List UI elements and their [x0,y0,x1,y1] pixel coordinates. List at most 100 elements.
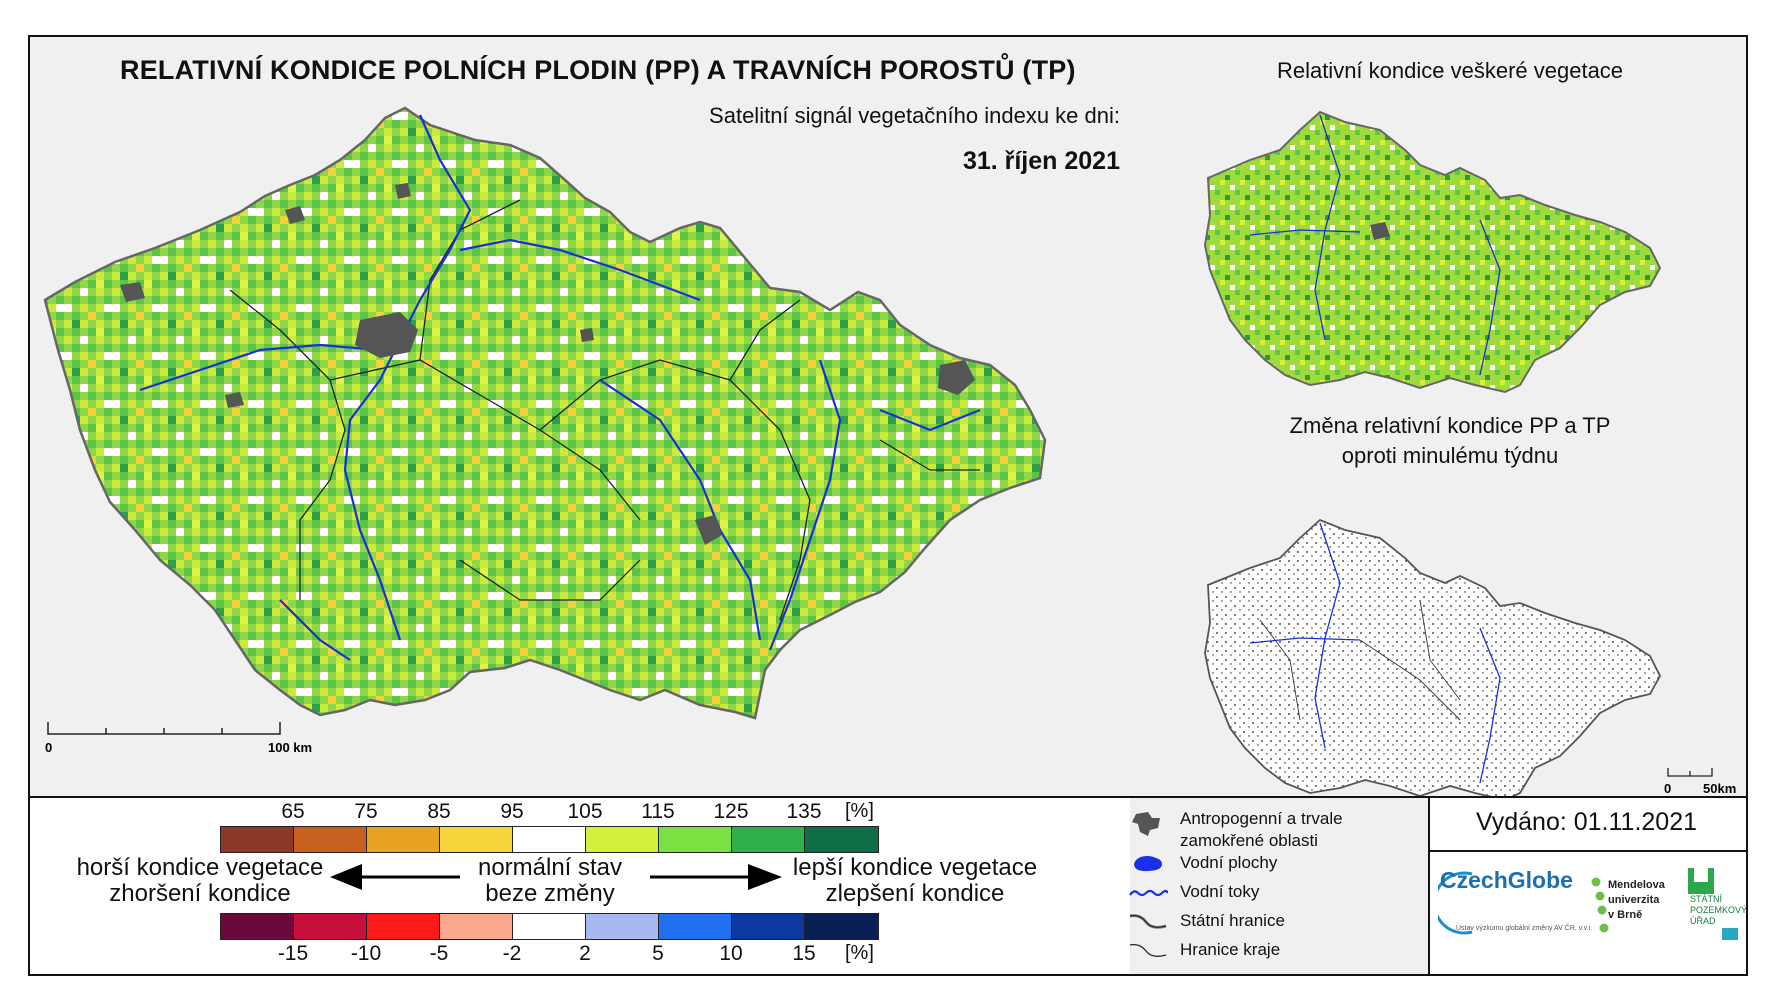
main-map-country [43,106,1047,720]
legend-state-border: Státní hranice [1128,910,1285,932]
better-text: lepší kondice vegetace zlepšení kondice [770,855,1060,907]
change-tick-label: -5 [429,942,449,965]
condition-tick-label: 135 [786,800,822,823]
subtitle: Satelitní signál vegetačního indexu ke d… [709,103,1120,128]
condition-tick-label: 65 [281,800,305,823]
change-unit: [%] [845,942,874,964]
condition-unit: [%] [845,800,874,822]
change-color-scale [220,913,879,940]
condition-swatch [805,827,878,852]
change-swatch [586,914,659,939]
inset-top-title: Relativní kondice veškeré vegetace [1276,58,1624,83]
condition-swatch [440,827,513,852]
region-border-icon [1129,943,1167,957]
mendel-logo-icon [1591,877,1609,933]
condition-swatch [294,827,367,852]
condition-swatch [367,827,440,852]
inset-bottom-regions [1259,599,1461,721]
change-tick-label: 15 [792,942,816,965]
change-swatch [440,914,513,939]
rivers-label: Vodní toky [1180,882,1260,901]
normal-text: normální stav beze změny [430,855,670,907]
condition-swatch [586,827,659,852]
change-tick-label: 5 [652,942,664,965]
spu-logo-icon [1688,868,1738,940]
issued-date: Vydáno: 01.11.2021 [1476,808,1698,836]
czechglobe-logo-icon [1438,871,1473,935]
page-title: RELATIVNÍ KONDICE POLNÍCH PLODIN (PP) A … [120,55,1076,85]
czechglobe-subtitle: Ústav výzkumu globální změny AV ČR, v.v.… [1456,925,1593,932]
better-line2: zlepšení kondice [825,880,1005,907]
main-scale-end: 100 km [268,740,312,755]
condition-tick-label: 125 [713,800,749,823]
change-swatch [805,914,878,939]
divider [28,796,1748,798]
change-tick-label: -10 [350,942,382,965]
change-tick-label: -15 [277,942,309,965]
normal-line1: normální stav [477,854,623,881]
inset-top-country [1203,110,1662,394]
change-tick-label: -2 [502,942,522,965]
mendel-logo: Mendelova univerzita v Brně [1608,878,1665,923]
inset-top-anthropogenic [1370,222,1390,240]
condition-color-scale [220,826,879,853]
divider [1430,850,1746,852]
condition-tick-label: 85 [427,800,451,823]
inset-top-map [1203,110,1662,394]
main-scale-start: 0 [45,740,52,755]
czechglobe-logo: CzechGlobe [1440,867,1573,893]
change-swatch [732,914,805,939]
legend-region-border: Hranice kraje [1128,939,1280,961]
rivers [139,114,981,661]
condition-swatch [513,827,586,852]
inset-scale-end: 50km [1703,781,1736,796]
inset-bottom-title-line1: Změna relativní kondice PP a TP [1289,413,1611,438]
condition-swatch [659,827,732,852]
main-map: 0 100 km [43,106,1047,755]
mendel-line3: v Brně [1608,909,1643,921]
right-arrow-icon [650,864,782,890]
change-swatch [513,914,586,939]
region-borders [229,199,980,621]
region-border-label: Hranice kraje [1180,940,1281,959]
condition-tick-label: 95 [500,800,524,823]
change-tick-label: 10 [719,942,743,965]
state-border-icon [1129,914,1167,929]
state-border-label: Státní hranice [1180,911,1285,930]
inset-scale-bar [1667,768,1713,777]
divider [1428,796,1430,976]
water-bodies-label: Vodní plochy [1180,853,1278,872]
mendel-line2: univerzita [1608,894,1660,906]
left-arrow-icon [330,864,460,890]
inset-bottom-title-line2: oproti minulému týdnu [1341,443,1559,468]
inset-bottom-rivers [1249,522,1501,784]
worse-line1: horší kondice vegetace [76,854,324,881]
spu-logo: STÁTNÍ POZEMKOVÝ ÚŘAD [1690,894,1747,927]
condition-tick-label: 105 [567,800,603,823]
spu-line1: STÁTNÍ [1690,894,1723,904]
legend-anthropogenic: Antropogenní a trvale zamokřené oblasti [1128,808,1343,852]
worse-line2: zhoršení kondice [109,880,291,907]
change-tick-label: 2 [579,942,591,965]
condition-tick-label: 115 [641,800,675,823]
spu-line2: POZEMKOVÝ [1690,905,1748,915]
inset-bottom-map: 0 50km [1204,518,1736,801]
inset-bottom-country [1204,518,1662,801]
anthropogenic-areas [120,183,975,545]
legend-arrows [330,864,782,890]
inset-top-rivers [1249,114,1501,376]
anthropogenic-label-1: Antropogenní a trvale [1180,809,1343,828]
legend-water-bodies: Vodní plochy [1128,852,1277,874]
normal-line2: beze změny [485,880,615,907]
condition-swatch [732,827,805,852]
change-swatch [659,914,732,939]
spu-line3: ÚŘAD [1690,916,1716,926]
river-icon [1129,889,1168,897]
change-swatch [221,914,294,939]
worse-text: horší kondice vegetace zhoršení kondice [40,855,360,907]
condition-swatch [221,827,294,852]
change-swatch [367,914,440,939]
main-scale-bar [47,722,281,735]
change-swatch [294,914,367,939]
